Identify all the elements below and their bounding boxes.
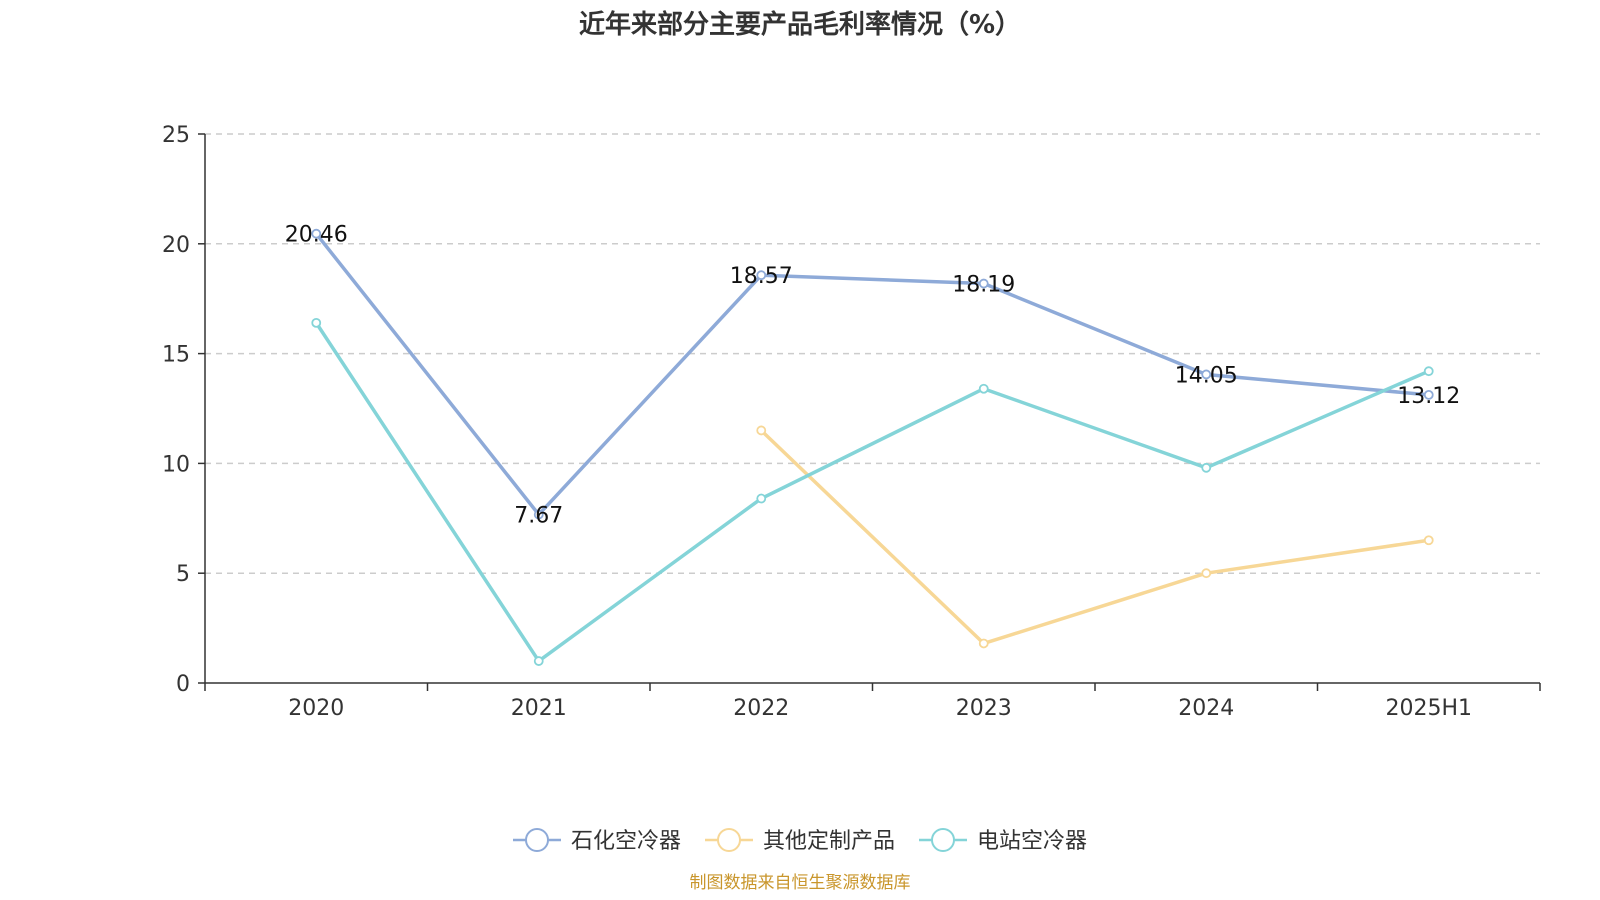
y-tick-label: 20 (162, 233, 190, 258)
legend-item[interactable]: 电站空冷器 (919, 828, 1087, 854)
data-label: 7.67 (514, 504, 563, 529)
series-line (760, 429, 1430, 646)
data-point (1201, 369, 1212, 380)
data-point (1423, 535, 1434, 546)
y-tick-label: 25 (162, 123, 190, 148)
y-tick-label: 15 (162, 343, 190, 368)
axes: 0 5 10 15 20 25 2020 2021 2022 2023 2024 2025H1 (162, 123, 1541, 721)
legend-circle-icon (931, 828, 955, 852)
data-point (756, 270, 767, 281)
x-tick-label: 2023 (956, 696, 1012, 721)
data-label: 20.46 (285, 223, 348, 248)
data-labels: 20.46 7.67 18.57 18.19 14.05 13.12 (285, 223, 1460, 529)
y-tick-label: 5 (176, 562, 190, 587)
series-lines (311, 228, 1434, 666)
data-label: 14.05 (1175, 363, 1238, 388)
data-point (533, 509, 544, 520)
data-point (533, 656, 544, 666)
y-tick-label: 0 (176, 672, 190, 697)
legend[interactable]: 石化空冷器 其他定制产品 电站空冷器 (513, 828, 1087, 854)
data-point (978, 383, 989, 394)
x-tick-label: 2024 (1178, 696, 1234, 721)
data-point (311, 317, 322, 328)
data-label: 18.19 (952, 273, 1015, 298)
x-tick-label: 2025H1 (1385, 696, 1472, 721)
data-point (1423, 389, 1434, 400)
legend-item[interactable]: 其他定制产品 (705, 828, 895, 854)
data-point (978, 278, 989, 289)
x-tick-label: 2021 (511, 696, 567, 721)
data-point (1201, 568, 1212, 579)
source-note: 制图数据来自恒生聚源数据库 (690, 873, 911, 893)
x-tick-label: 2020 (288, 696, 344, 721)
data-point (1423, 366, 1434, 377)
legend-label: 其他定制产品 (763, 829, 895, 854)
legend-label: 石化空冷器 (571, 829, 681, 854)
data-point (1201, 462, 1212, 473)
legend-item[interactable]: 石化空冷器 (513, 828, 681, 854)
data-point (756, 425, 767, 436)
data-label: 18.57 (730, 264, 793, 289)
x-tick-label: 2022 (733, 696, 789, 721)
data-label: 13.12 (1397, 384, 1460, 409)
y-tick-label: 10 (162, 452, 190, 477)
series-line (314, 321, 1430, 663)
data-point (756, 493, 767, 504)
data-point (978, 638, 989, 649)
series-line (314, 232, 1429, 517)
legend-circle-icon (525, 828, 549, 852)
grid-lines (205, 133, 1540, 574)
legend-label: 电站空冷器 (977, 829, 1087, 854)
legend-circle-icon (717, 828, 741, 852)
data-point (311, 228, 322, 239)
chart-title: 近年来部分主要产品毛利率情况（%） (579, 9, 1021, 40)
